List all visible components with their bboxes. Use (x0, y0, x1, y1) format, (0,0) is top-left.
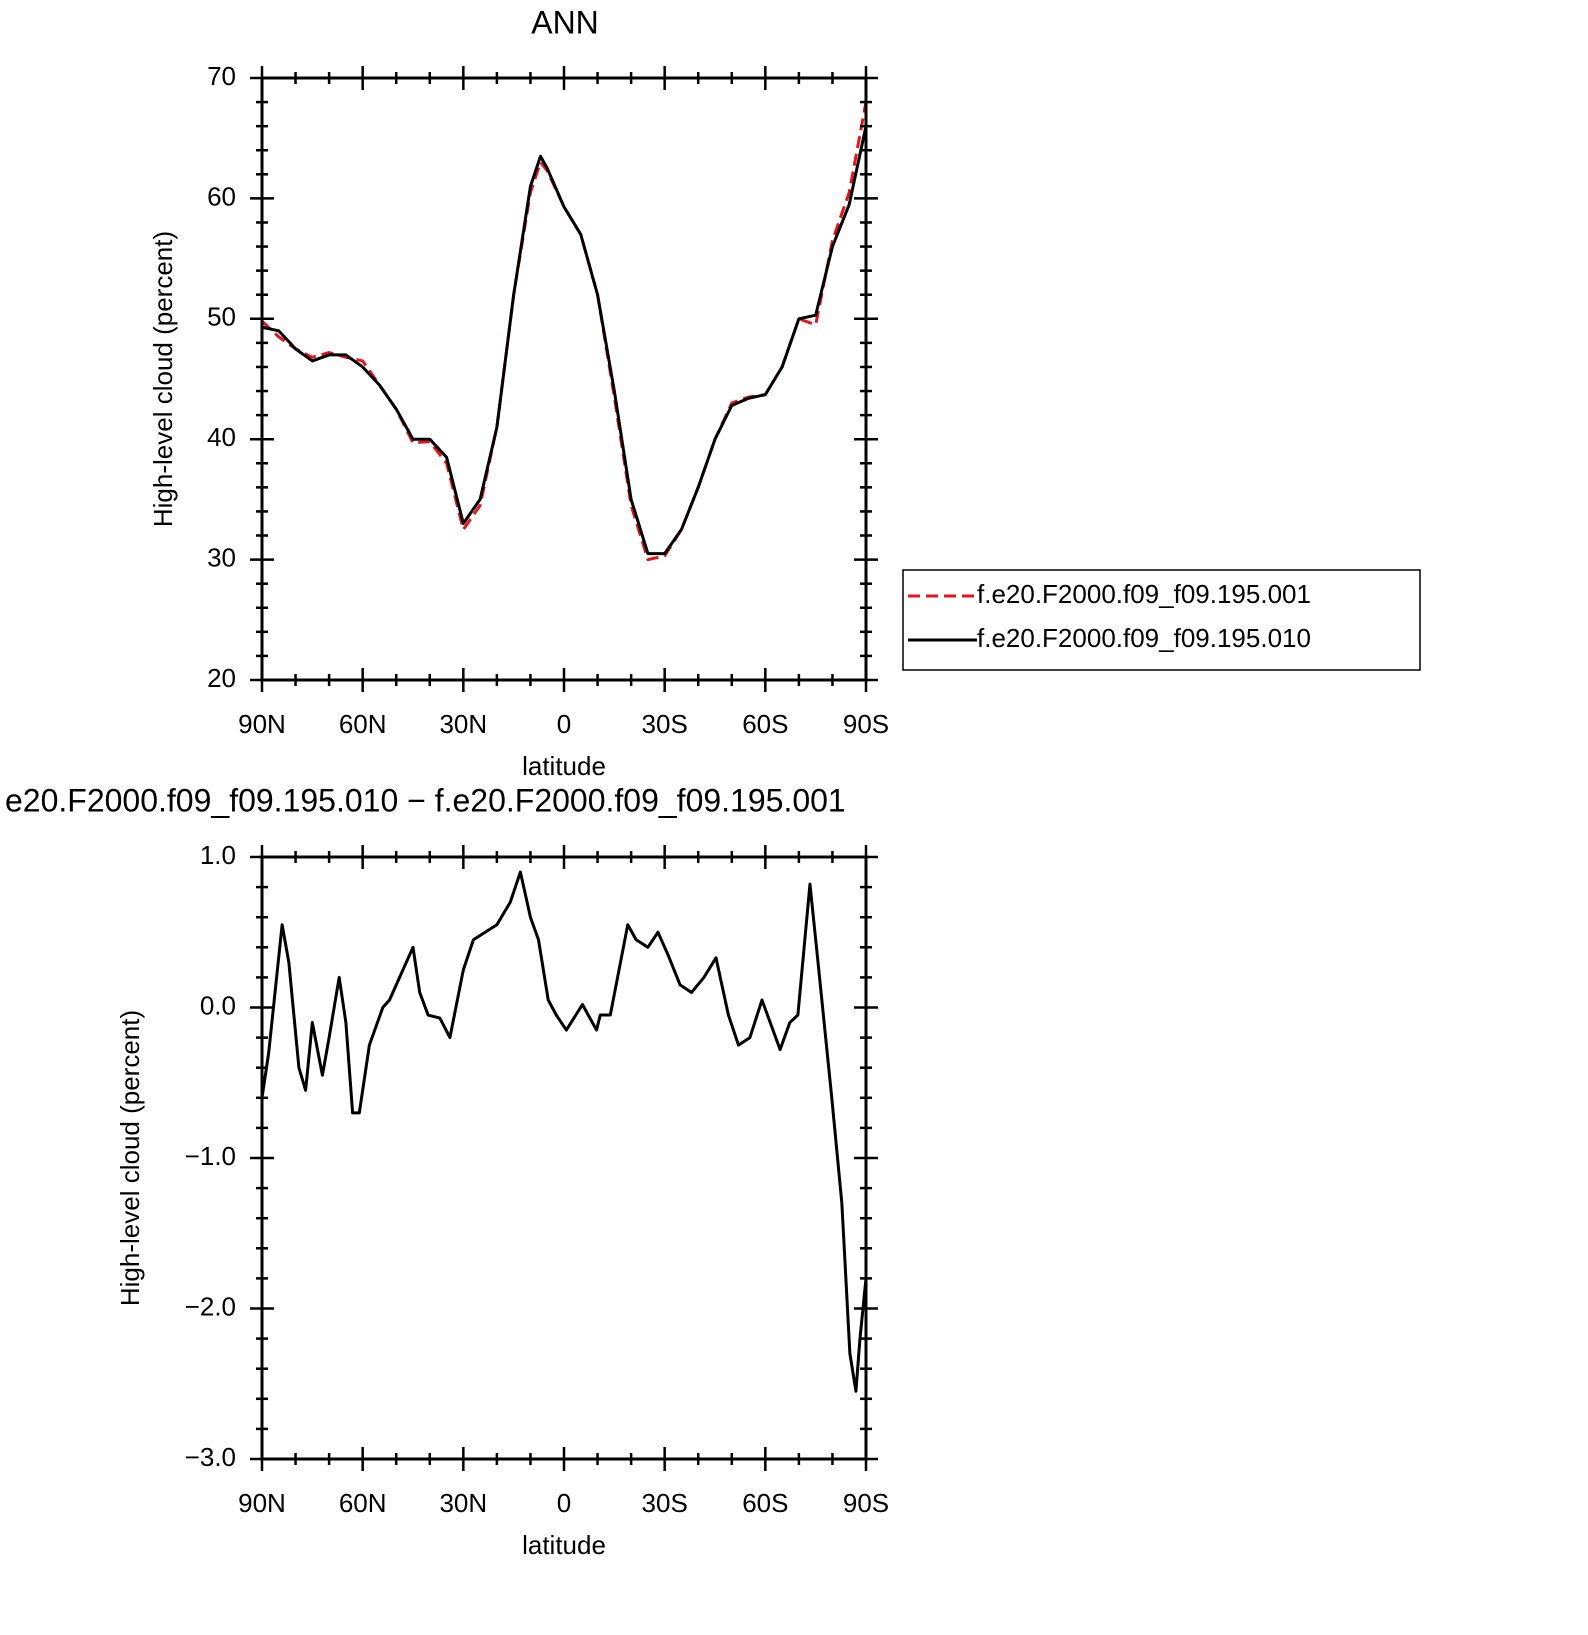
x-tick-label: 0 (557, 1488, 571, 1518)
x-tick-label: 60S (742, 1488, 788, 1518)
x-tick-label: 60N (339, 709, 387, 739)
x-tick-label: 90N (238, 709, 286, 739)
x-tick-label: 90S (843, 1488, 889, 1518)
y-axis-label: High-level cloud (percent) (148, 231, 178, 527)
x-tick-label: 60N (339, 1488, 387, 1518)
y-axis-label: High-level cloud (percent) (115, 1010, 145, 1306)
data-line (260, 870, 868, 1393)
legend-label: f.e20.F2000.f09_f09.195.010 (977, 623, 1311, 653)
x-tick-label: 90N (238, 1488, 286, 1518)
chart-title: ANN (531, 4, 599, 40)
y-tick-label: 0.0 (200, 990, 236, 1020)
y-tick-label: −2.0 (185, 1291, 236, 1321)
y-tick-label: 40 (207, 422, 236, 452)
x-axis-label: latitude (522, 751, 606, 781)
y-tick-label: 60 (207, 181, 236, 211)
x-tick-label: 30S (642, 1488, 688, 1518)
chart-title: e20.F2000.f09_f09.195.010 − f.e20.F2000.… (5, 782, 846, 818)
data-line (261, 125, 868, 556)
y-tick-label: −1.0 (185, 1141, 236, 1171)
x-axis-label: latitude (522, 1530, 606, 1560)
y-tick-label: 50 (207, 302, 236, 332)
x-tick-label: 30N (439, 709, 487, 739)
y-tick-label: 1.0 (200, 840, 236, 870)
x-tick-label: 30N (439, 1488, 487, 1518)
y-tick-label: 70 (207, 61, 236, 91)
x-tick-label: 60S (742, 709, 788, 739)
y-tick-label: 20 (207, 663, 236, 693)
y-tick-label: 30 (207, 542, 236, 572)
legend-box (902, 569, 1421, 671)
legend-label: f.e20.F2000.f09_f09.195.001 (977, 579, 1311, 609)
x-tick-label: 90S (843, 709, 889, 739)
x-tick-label: 0 (557, 709, 571, 739)
y-tick-label: −3.0 (185, 1442, 236, 1472)
x-tick-label: 30S (642, 709, 688, 739)
